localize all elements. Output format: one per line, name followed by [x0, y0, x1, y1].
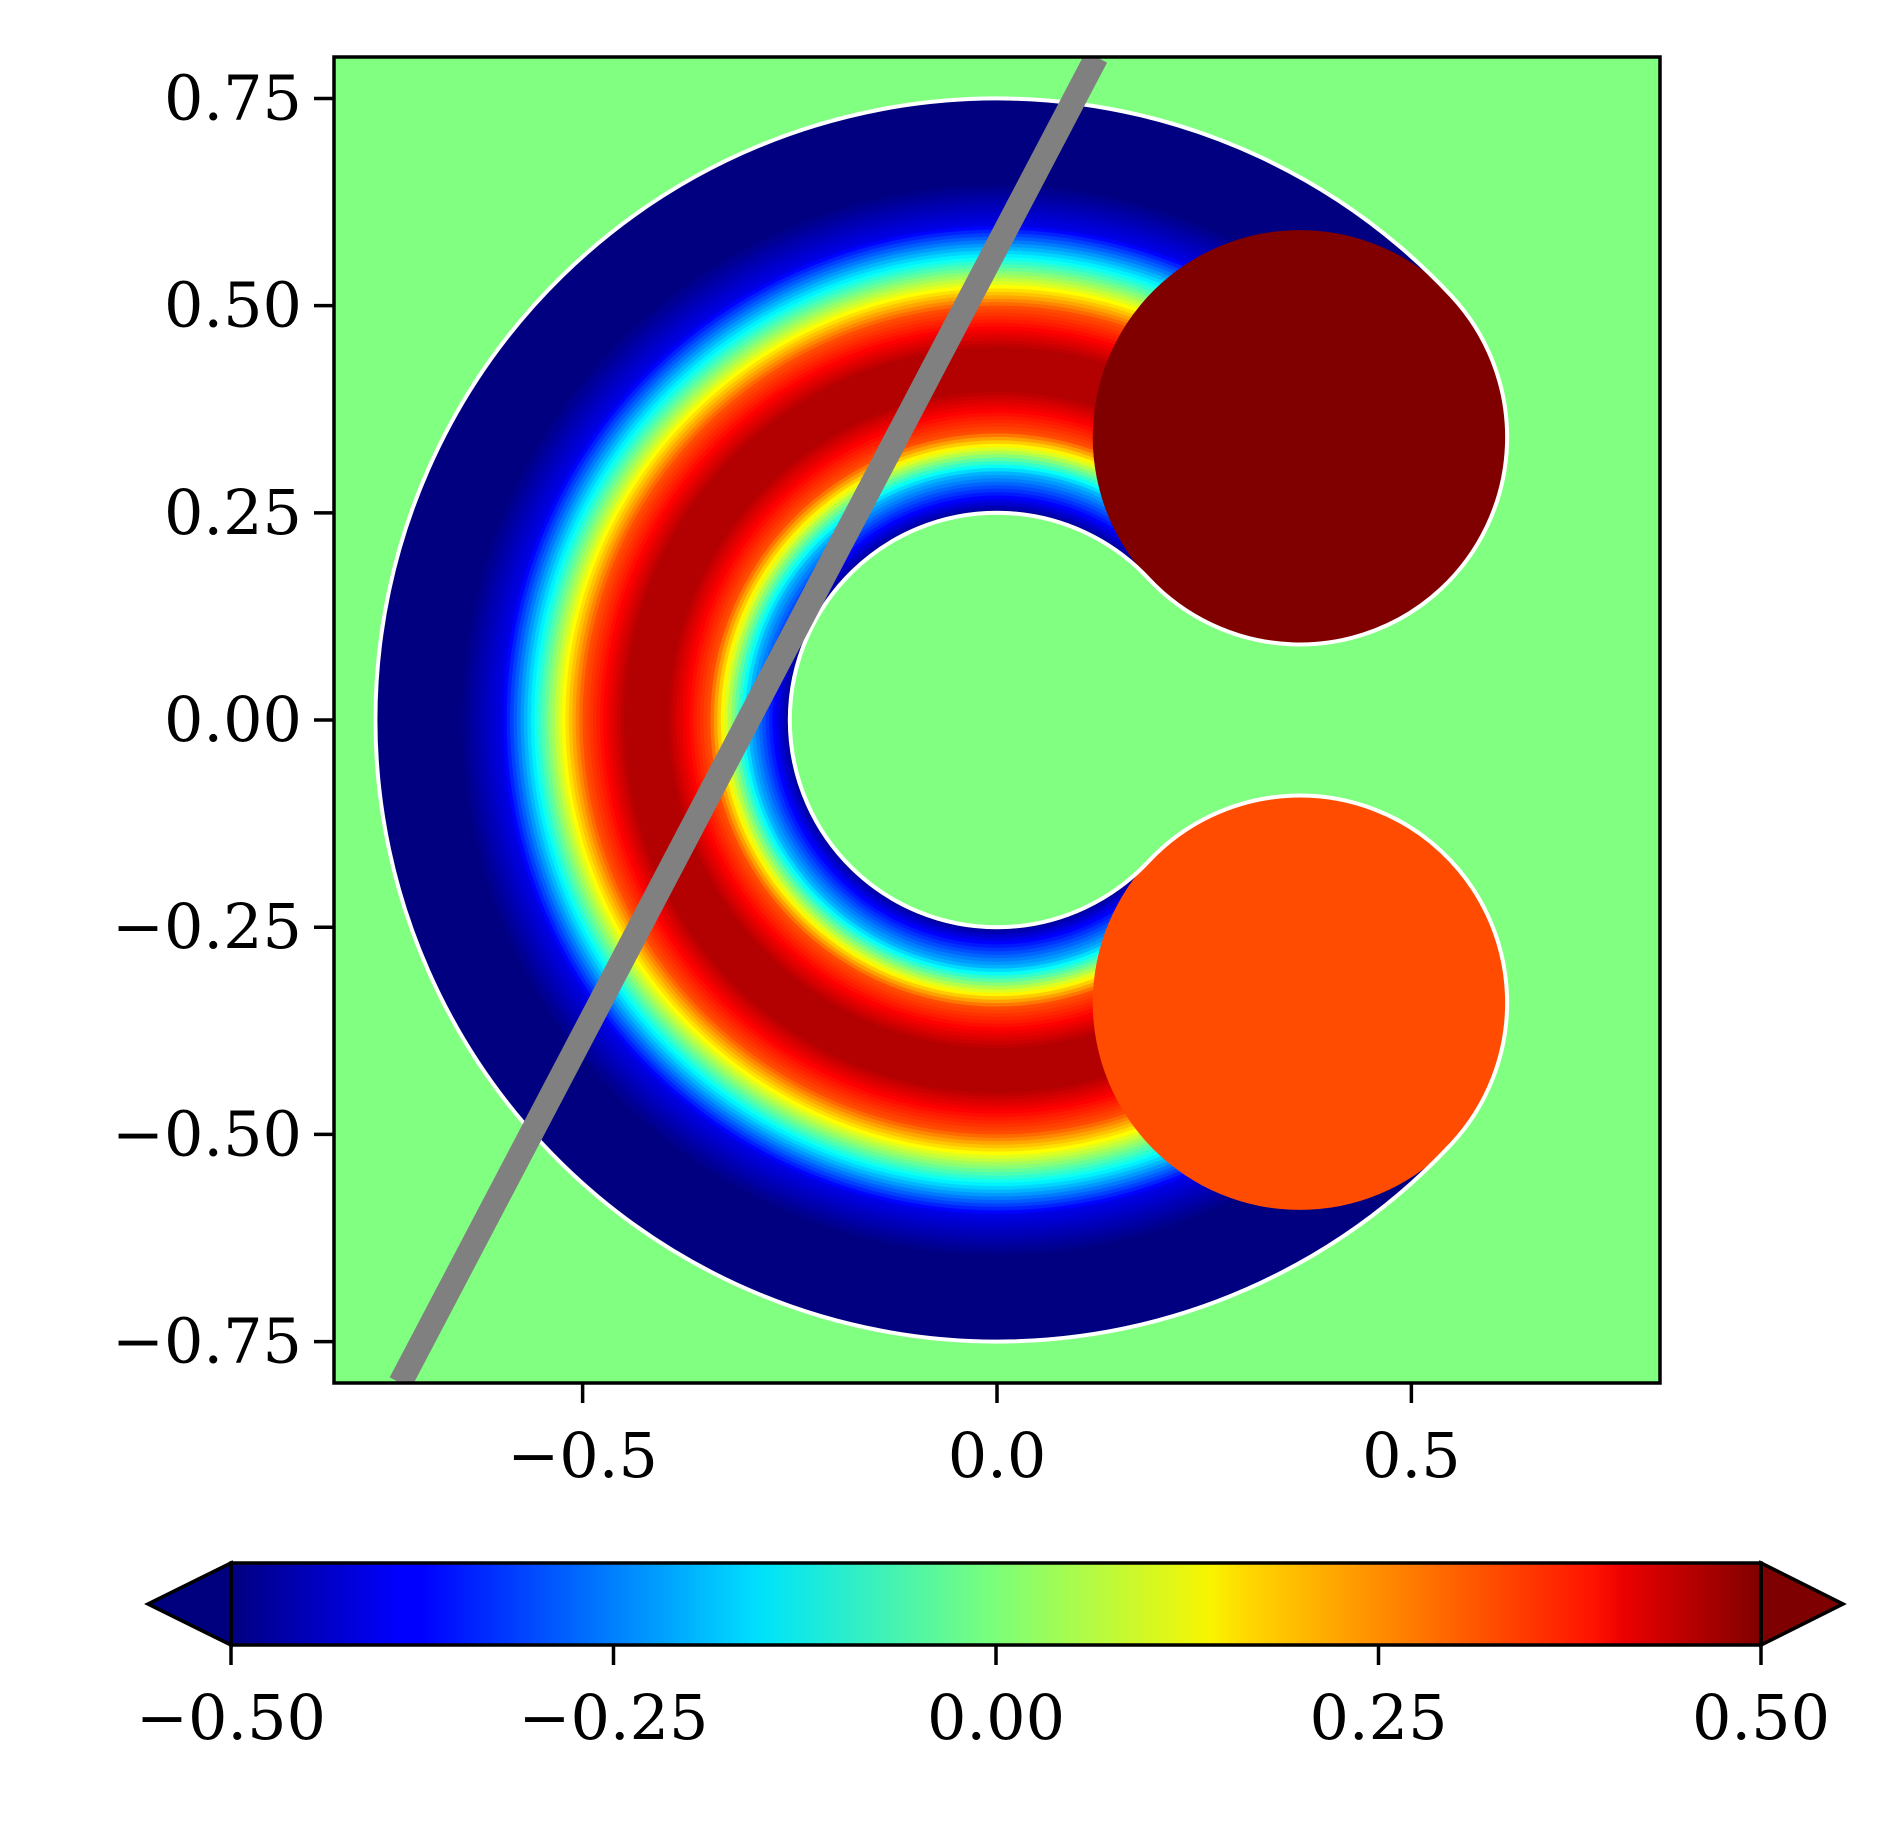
x-tick-label: 0.5: [1362, 1419, 1461, 1492]
colorbar-extend-low: [144, 1560, 233, 1648]
y-axis-ticks: 0.75 0.50 0.25 0.00 −0.25 −0.50 −0.75: [112, 61, 334, 1378]
cut-line: [389, 57, 1108, 1383]
colorbar-extend-high: [1759, 1560, 1847, 1648]
colorbar-gradient: [231, 1563, 1761, 1645]
x-tick-label: 0.0: [948, 1419, 1047, 1492]
y-tick-label: 0.25: [164, 476, 302, 549]
y-tick-label: −0.25: [112, 890, 302, 963]
domain-outline: [373, 96, 1509, 1344]
y-tick-label: 0.75: [164, 61, 302, 134]
colorbar-tick-label: −0.50: [136, 1681, 326, 1754]
colorbar: −0.50 −0.25 0.00 0.25 0.50: [136, 1560, 1847, 1754]
lower-end-cap: [1092, 795, 1508, 1210]
colorbar-tick-label: −0.25: [519, 1681, 709, 1754]
colorbar-tick-label: 0.25: [1309, 1681, 1447, 1754]
y-tick-label: −0.50: [112, 1097, 302, 1170]
x-tick-label: −0.5: [507, 1419, 658, 1492]
y-tick-label: 0.00: [164, 683, 302, 756]
colorbar-tick-label: 0.00: [927, 1681, 1065, 1754]
colorbar-tick-label: 0.50: [1692, 1681, 1830, 1754]
plot-axes: −0.5 0.0 0.5 0.75 0.50 0.25 0.00 −0.25 −0.50 −0.…: [112, 55, 1662, 1492]
upper-end-cap: [1092, 230, 1508, 645]
colorbar-ticks: −0.50 −0.25 0.00 0.25 0.50: [136, 1645, 1830, 1754]
x-axis-ticks: −0.5 0.0 0.5: [507, 1383, 1461, 1492]
y-tick-label: 0.50: [164, 269, 302, 342]
y-tick-label: −0.75: [112, 1305, 302, 1378]
